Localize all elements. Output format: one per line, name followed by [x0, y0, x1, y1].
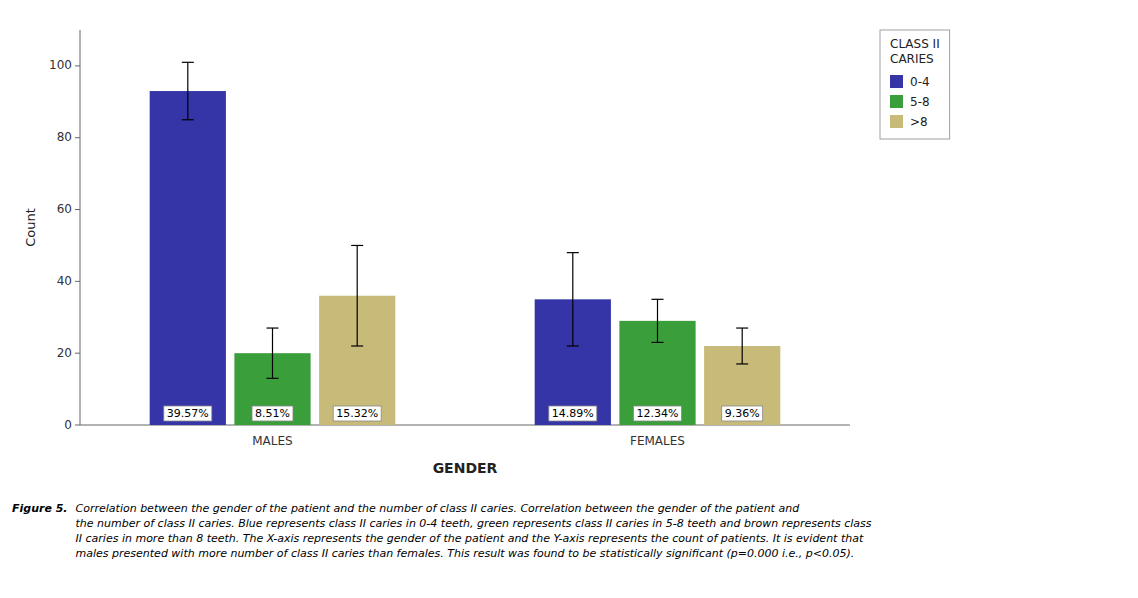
y-ticks: 0 20 40 60 80 100: [49, 58, 80, 431]
error-bar: [351, 245, 363, 346]
error-bar: [567, 253, 579, 346]
legend-entry: 0-4: [910, 75, 930, 89]
legend-swatch: [890, 95, 903, 108]
error-line: [187, 62, 188, 119]
error-bar: [182, 62, 194, 119]
y-axis-line: [80, 30, 81, 425]
percentage-label: 15.32%: [336, 407, 378, 420]
error-line: [272, 328, 273, 378]
error-line: [357, 245, 358, 346]
y-axis-label: Count: [23, 208, 38, 247]
percentage-label-box: [252, 406, 293, 421]
error-line: [657, 299, 658, 342]
error-cap: [652, 342, 664, 343]
percentage-label-box: [549, 406, 597, 421]
y-tick: [75, 425, 80, 426]
legend-title: CLASS IICARIES: [890, 37, 940, 66]
caption-label: Figure 5.: [12, 502, 68, 515]
y-tick: [75, 281, 80, 282]
error-bar: [736, 328, 748, 364]
caption-line: Correlation between the gender of the pa…: [76, 502, 801, 515]
error-bar: [652, 299, 664, 342]
x-axis-label: GENDER: [433, 460, 498, 476]
error-cap: [652, 299, 664, 300]
error-bar: [267, 328, 279, 378]
y-tick-label: 80: [57, 130, 72, 144]
percentage-label-box: [164, 406, 212, 421]
legend-swatch: [890, 75, 903, 88]
error-cap: [351, 345, 363, 346]
percentage-label-box: [634, 406, 682, 421]
x-tick-label: MALES: [252, 434, 292, 448]
legend-title-line: CARIES: [890, 52, 934, 66]
error-cap: [736, 327, 748, 328]
percentage-label: 14.89%: [552, 407, 594, 420]
percentage-label-box: [333, 406, 381, 421]
legend-title-line: CLASS II: [890, 37, 940, 51]
data-marks: [150, 62, 781, 425]
caption-line: the number of class II caries. Blue repr…: [76, 517, 872, 530]
error-cap: [267, 378, 279, 379]
y-tick-label: 60: [57, 202, 72, 216]
error-cap: [351, 245, 363, 246]
chart: 0 20 40 60 80 100 MALES FEMALES GENDER Count 39.57…: [0, 0, 1138, 598]
percentage-label: 39.57%: [167, 407, 209, 420]
error-cap: [182, 119, 194, 120]
error-line: [742, 328, 743, 364]
legend: CLASS IICARIES 0-4 5-8 >8: [880, 30, 950, 139]
y-tick-label: 100: [49, 58, 72, 72]
caption: Correlation between the gender of the pa…: [76, 502, 872, 560]
error-cap: [182, 62, 194, 63]
y-tick-label: 40: [57, 274, 72, 288]
bar: [150, 91, 226, 425]
legend-swatch: [890, 115, 903, 128]
error-cap: [567, 252, 579, 253]
error-cap: [567, 345, 579, 346]
percentage-labels: 39.57% 14.89% 8.51% 12.34% 15.32% 9.36%: [164, 406, 763, 421]
percentage-label: 9.36%: [725, 407, 760, 420]
legend-entry: >8: [910, 115, 928, 129]
y-tick: [75, 65, 80, 66]
legend-frame: [880, 30, 950, 139]
error-line: [572, 253, 573, 346]
percentage-label: 8.51%: [255, 407, 290, 420]
legend-entry: 5-8: [910, 95, 930, 109]
caption-line: males presented with more number of clas…: [76, 547, 855, 560]
error-cap: [736, 363, 748, 364]
x-tick-label: FEMALES: [630, 434, 685, 448]
y-tick-label: 20: [57, 346, 72, 360]
caption-line: II caries in more than 8 teeth. The X-ax…: [76, 532, 864, 545]
y-tick: [75, 353, 80, 354]
percentage-label-box: [722, 406, 763, 421]
y-tick: [75, 137, 80, 138]
y-tick-label: 0: [64, 418, 72, 432]
page: {"chart_data": { "type": "bar", "categor…: [0, 0, 1138, 598]
percentage-label: 12.34%: [637, 407, 679, 420]
y-tick: [75, 209, 80, 210]
error-cap: [267, 327, 279, 328]
